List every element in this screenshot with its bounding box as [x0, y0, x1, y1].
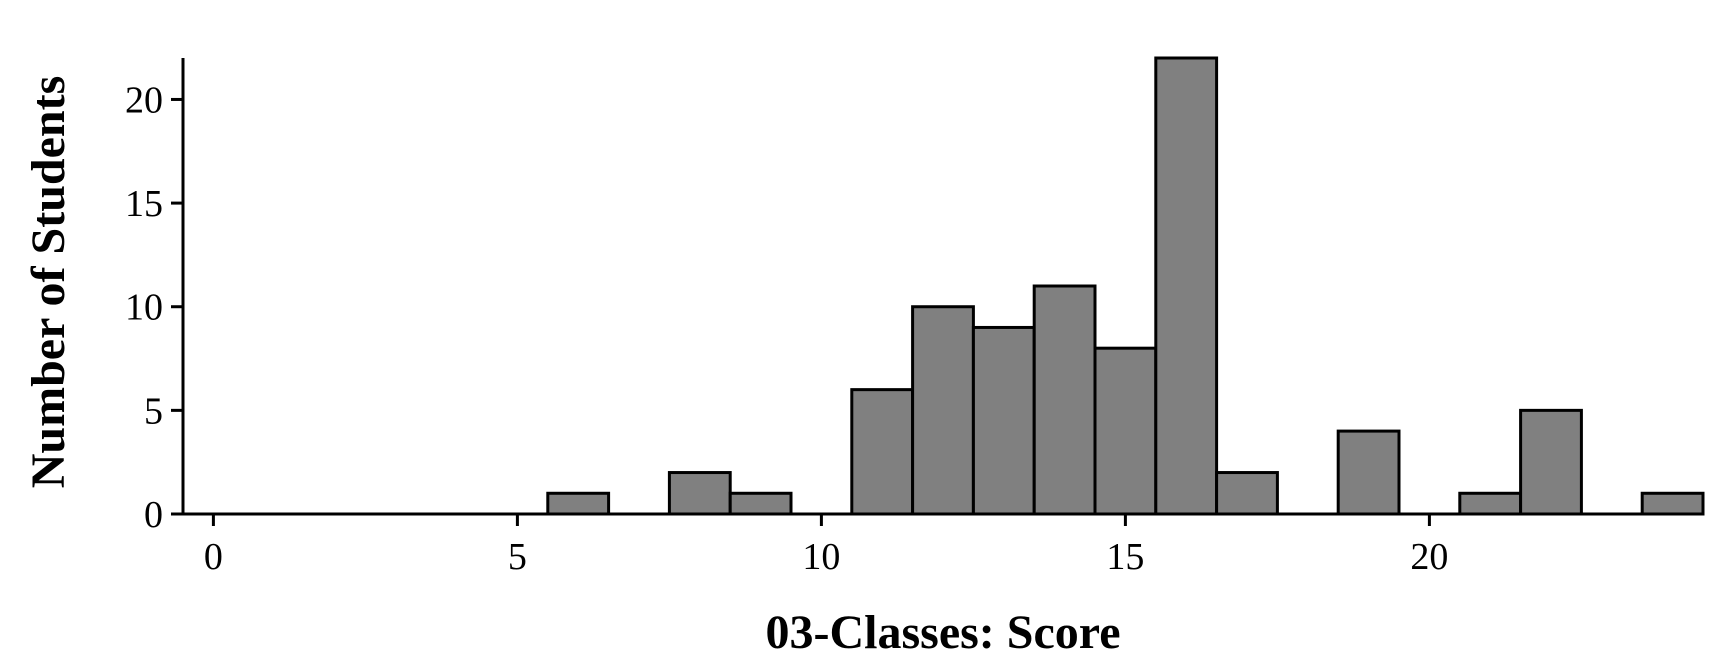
y-tick-label: 20: [125, 79, 163, 121]
y-tick-label: 0: [144, 494, 163, 536]
bar: [850, 388, 915, 516]
bar: [1215, 471, 1279, 516]
bar: [1336, 429, 1401, 516]
bar: [667, 471, 732, 516]
bar: [546, 491, 611, 516]
bar: [1032, 284, 1097, 516]
bar: [1640, 491, 1705, 516]
y-axis-label: Number of Students: [22, 76, 75, 489]
y-tick-label: 10: [125, 287, 163, 329]
bar: [971, 325, 1036, 516]
x-tick-label: 20: [1410, 536, 1448, 578]
x-tick-label: 15: [1106, 536, 1144, 578]
x-tick-label: 10: [802, 536, 840, 578]
bar: [1458, 491, 1523, 516]
bar: [911, 305, 975, 516]
x-axis-label: 03-Classes: Score: [765, 606, 1120, 659]
bar: [1093, 346, 1158, 516]
bar: [1519, 408, 1583, 516]
bar: [728, 491, 793, 516]
y-tick-label: 5: [144, 390, 163, 432]
x-tick-label: 5: [508, 536, 527, 578]
y-tick-label: 15: [125, 183, 163, 225]
x-tick-label: 0: [204, 536, 223, 578]
bar: [1154, 56, 1219, 516]
